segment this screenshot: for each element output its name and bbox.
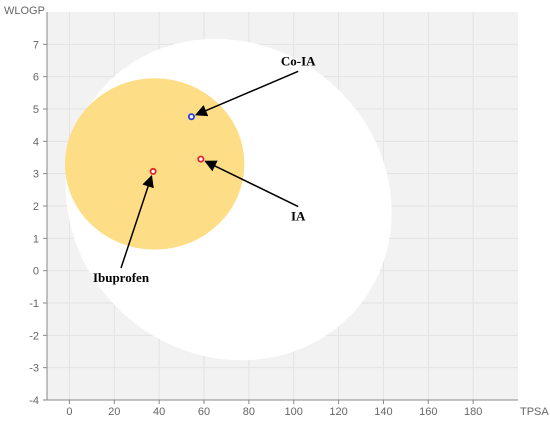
y-tick-label: 4 [33, 136, 39, 148]
y-tick-label: 2 [33, 201, 39, 213]
point-co-ia [187, 113, 195, 121]
label-ia: IA [291, 209, 306, 224]
x-tick-label: 0 [66, 406, 72, 418]
region-yolk [64, 78, 245, 250]
arrow-ibuprofen [120, 175, 154, 269]
y-tick-label: 7 [33, 39, 39, 51]
x-tick-label: 80 [243, 406, 255, 418]
x-tick-label: 60 [198, 406, 210, 418]
x-tick-label: 160 [419, 406, 437, 418]
y-tick-label: 0 [33, 266, 39, 278]
x-tick-label: 140 [374, 406, 392, 418]
label-co-ia: Co-IA [281, 53, 316, 68]
y-tick-label: 5 [33, 104, 39, 116]
data-points [149, 113, 205, 175]
x-tick-label: 100 [285, 406, 303, 418]
annotations: Co-IA IA Ibuprofen [93, 53, 316, 285]
point-ibuprofen [149, 167, 157, 175]
y-tick-label: 1 [33, 233, 39, 245]
y-axis-title: WLOGP [4, 5, 45, 17]
y-tick-label: 3 [33, 169, 39, 181]
arrow-co-ia [194, 70, 299, 117]
y-tick-label: 6 [33, 72, 39, 84]
y-tick-label: -1 [29, 298, 39, 310]
point-ia [197, 155, 205, 163]
x-tick-label: 120 [329, 406, 347, 418]
x-axis-title: TPSA [520, 406, 549, 418]
label-ibuprofen: Ibuprofen [93, 270, 150, 285]
axes: 0 20 40 60 80 100 120 140 160 180 -4 -3 -2 -1 0 1 2 3 4 5 6 7 [29, 12, 518, 418]
arrow-ia [204, 160, 299, 208]
x-tick-label: 40 [153, 406, 165, 418]
x-tick-label: 180 [464, 406, 482, 418]
y-tick-label: -4 [29, 395, 39, 407]
y-tick-label: -2 [29, 330, 39, 342]
y-tick-label: -3 [29, 363, 39, 375]
x-tick-label: 20 [108, 406, 120, 418]
regions [64, 38, 392, 361]
